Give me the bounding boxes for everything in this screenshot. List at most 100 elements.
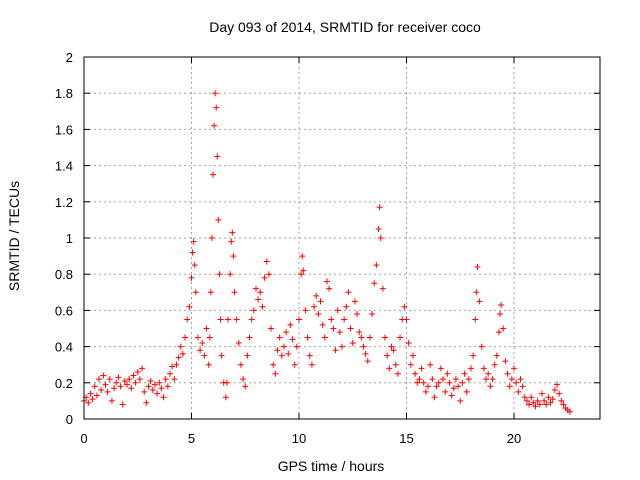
data-point: [207, 289, 214, 296]
data-point: [523, 397, 530, 404]
data-point: [519, 383, 526, 390]
data-point: [497, 311, 504, 318]
data-point: [422, 388, 429, 395]
data-point: [136, 376, 143, 383]
data-point: [463, 388, 470, 395]
y-tick-label: 1.4: [55, 159, 73, 174]
data-point: [515, 388, 522, 395]
data-point: [130, 372, 137, 379]
data-point: [517, 376, 524, 383]
data-point: [536, 401, 543, 408]
data-point: [328, 316, 335, 323]
data-point: [382, 334, 388, 341]
data-point: [480, 365, 487, 372]
data-point: [216, 271, 223, 278]
y-tick-label: 1.2: [55, 195, 73, 210]
data-point: [412, 370, 419, 377]
data-point: [508, 376, 515, 383]
y-tick-label: 0.4: [55, 340, 73, 355]
data-point: [261, 274, 268, 281]
data-point: [298, 271, 305, 278]
data-point: [473, 289, 480, 296]
data-point: [444, 370, 451, 377]
data-point: [164, 383, 171, 390]
data-point: [223, 379, 230, 386]
data-point: [242, 383, 249, 390]
data-point: [235, 339, 242, 346]
data-point: [541, 397, 548, 404]
data-point: [495, 329, 502, 336]
data-point: [313, 292, 320, 299]
data-point: [246, 334, 253, 341]
data-point: [358, 334, 365, 341]
data-point: [506, 383, 513, 390]
data-point: [191, 262, 198, 269]
data-point: [364, 358, 371, 365]
data-point: [504, 370, 511, 377]
data-point: [253, 285, 259, 292]
data-point: [93, 392, 100, 399]
data-point: [390, 347, 397, 354]
data-point: [416, 376, 423, 383]
data-point: [351, 298, 358, 305]
data-point: [283, 329, 290, 336]
data-point: [356, 329, 363, 336]
chart-title: Day 093 of 2014, SRMTID for receiver coc…: [209, 19, 481, 35]
data-point: [89, 396, 96, 403]
data-point: [392, 361, 399, 368]
data-point: [115, 374, 122, 381]
axis-ticks: 00.20.40.60.811.21.41.61.820 5 10 15 20: [55, 50, 600, 446]
data-point: [128, 385, 135, 392]
y-tick-label: 0.8: [55, 267, 73, 282]
data-point: [171, 376, 178, 383]
data-point: [478, 343, 485, 350]
data-point: [379, 285, 386, 292]
data-point: [513, 379, 520, 386]
data-point: [230, 253, 237, 260]
data-point: [158, 385, 165, 392]
data-point: [217, 316, 224, 323]
data-point: [265, 271, 272, 278]
data-point: [549, 396, 556, 403]
data-point: [268, 325, 275, 332]
data-point: [91, 383, 98, 390]
data-point: [272, 370, 279, 377]
data-point: [489, 376, 496, 383]
data-point: [311, 303, 318, 310]
y-tick-label: 0: [66, 412, 73, 427]
data-point: [386, 365, 393, 372]
data-point: [299, 253, 306, 260]
data-point: [528, 394, 535, 401]
data-point: [435, 379, 442, 386]
data-point: [362, 350, 369, 357]
data-point: [354, 311, 361, 318]
data-point: [278, 352, 285, 359]
data-point: [485, 370, 492, 377]
x-tick-label: 20: [507, 431, 521, 446]
data-point: [304, 334, 311, 341]
data-point: [134, 368, 141, 375]
data-point: [248, 316, 255, 323]
grid: [84, 57, 600, 419]
data-point: [487, 383, 494, 390]
data-point: [349, 339, 356, 346]
data-point: [189, 249, 196, 256]
data-point: [360, 343, 367, 350]
data-point: [446, 379, 453, 386]
data-point: [222, 394, 229, 401]
data-point: [190, 238, 197, 245]
data-point: [149, 387, 156, 394]
data-point: [461, 370, 468, 377]
data-point: [210, 171, 216, 178]
data-point: [179, 350, 186, 357]
data-point: [459, 379, 466, 386]
data-point: [442, 388, 449, 395]
data-point: [347, 325, 354, 332]
data-point: [147, 377, 154, 384]
data-point: [231, 289, 238, 296]
data-point: [154, 390, 161, 397]
data-point: [431, 394, 438, 401]
data-point: [407, 361, 414, 368]
data-point: [141, 388, 148, 395]
data-point: [371, 280, 378, 287]
